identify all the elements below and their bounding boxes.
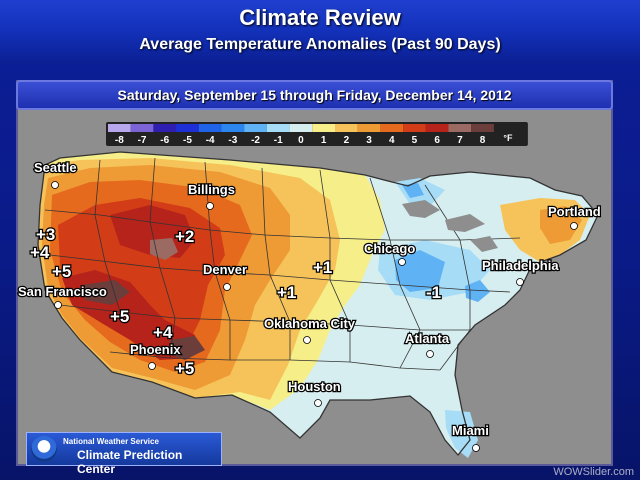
great-lakes bbox=[402, 200, 498, 252]
page-subtitle: Average Temperature Anomalies (Past 90 D… bbox=[139, 36, 501, 53]
legend-swatch bbox=[198, 124, 222, 132]
legend-label: -7 bbox=[138, 135, 147, 146]
city-label-denver: Denver bbox=[203, 262, 247, 277]
anomaly-label-plus-4-west: +4 bbox=[30, 243, 50, 262]
legend-label: -3 bbox=[228, 135, 237, 146]
city-label-chicago: Chicago bbox=[364, 241, 415, 256]
zone-florida bbox=[445, 410, 478, 458]
city-label-oklahoma-city: Oklahoma City bbox=[264, 316, 356, 331]
title-bar: Climate Review Average Temperature Anoma… bbox=[0, 0, 640, 64]
zone-minus-2-b bbox=[465, 280, 490, 302]
anomaly-label-plus-2: +2 bbox=[175, 227, 194, 246]
legend-swatch bbox=[108, 124, 131, 132]
city-marker-oklahoma-city bbox=[303, 336, 311, 344]
city-label-phoenix: Phoenix bbox=[130, 342, 181, 357]
legend-swatch bbox=[403, 124, 426, 132]
legend-label: 1 bbox=[321, 135, 327, 146]
city-label-seattle: Seattle bbox=[34, 160, 77, 175]
city-label-portland: Portland bbox=[548, 204, 601, 219]
watermark: WOWSlider.com bbox=[553, 466, 634, 478]
legend-label: -5 bbox=[183, 135, 192, 146]
zone-minus-2-a bbox=[395, 250, 445, 292]
legend-label: 3 bbox=[366, 135, 372, 146]
legend-label: 8 bbox=[480, 135, 486, 146]
city-marker-billings bbox=[206, 202, 214, 210]
legend-swatch bbox=[244, 124, 267, 132]
zone-northeast-plus-3 bbox=[540, 206, 582, 244]
city-marker-seattle bbox=[51, 181, 59, 189]
page-title: Climate Review bbox=[239, 5, 401, 30]
city-labels: Seattle Billings Portland Chicago Philad… bbox=[17, 159, 602, 440]
date-range: Saturday, September 15 through Friday, D… bbox=[117, 87, 512, 103]
legend-swatch bbox=[130, 124, 154, 132]
anomaly-label-plus-5-central: +5 bbox=[110, 307, 129, 326]
legend-swatch bbox=[221, 124, 245, 132]
legend-swatch bbox=[448, 124, 472, 132]
legend-label: 4 bbox=[389, 135, 395, 146]
city-marker-phoenix bbox=[148, 362, 156, 370]
anomaly-labels: +3 +4 +5 +2 +1 +1 +5 +4 +5 -1 bbox=[29, 224, 443, 380]
anomaly-label-plus-3: +3 bbox=[36, 225, 55, 244]
legend-label: -6 bbox=[160, 135, 169, 146]
anomaly-label-plus-5-south: +5 bbox=[175, 359, 194, 378]
city-marker-atlanta bbox=[426, 350, 434, 358]
legend-swatch bbox=[471, 124, 494, 132]
state-borders bbox=[37, 151, 599, 457]
legend-swatch bbox=[380, 124, 404, 132]
legend-label: 5 bbox=[412, 135, 418, 146]
anomaly-label-plus-1-south: +1 bbox=[277, 283, 296, 302]
city-marker-houston bbox=[314, 399, 322, 407]
agency-name: National Weather Service bbox=[63, 437, 159, 446]
city-marker-portland bbox=[570, 222, 578, 230]
city-label-atlanta: Atlanta bbox=[405, 331, 450, 346]
city-label-philadelphia: Philadelphia bbox=[482, 258, 559, 273]
legend-swatch bbox=[357, 124, 381, 132]
legend-label: -4 bbox=[206, 135, 215, 146]
city-marker-san-francisco bbox=[54, 301, 62, 309]
date-range-bar: Saturday, September 15 through Friday, D… bbox=[16, 80, 613, 110]
anomaly-label-minus-1: -1 bbox=[426, 283, 441, 302]
legend-unit: °F bbox=[503, 133, 513, 143]
legend-label: 7 bbox=[457, 135, 463, 146]
legend-label: -1 bbox=[274, 135, 283, 146]
city-label-san-francisco: San Francisco bbox=[18, 284, 107, 299]
city-marker-miami bbox=[472, 444, 480, 452]
legend-label: -2 bbox=[251, 135, 260, 146]
legend-swatch bbox=[289, 124, 313, 132]
city-markers bbox=[51, 181, 578, 452]
legend-label: -8 bbox=[115, 135, 124, 146]
legend-swatch bbox=[425, 124, 449, 132]
city-label-miami: Miami bbox=[452, 423, 489, 438]
legend-swatch bbox=[153, 124, 177, 132]
legend: -8 -7 -6 -5 -4 -3 -2 -1 0 1 2 3 4 5 6 7 8 °F bbox=[106, 122, 528, 146]
noaa-logo-icon bbox=[31, 436, 57, 462]
anomaly-label-plus-4-south: +4 bbox=[153, 323, 173, 342]
city-marker-philadelphia bbox=[516, 278, 524, 286]
anomaly-label-plus-5-west: +5 bbox=[52, 262, 71, 281]
legend-swatch bbox=[176, 124, 199, 132]
zone-plus-8-b bbox=[168, 336, 205, 360]
zone-minus-2-c bbox=[402, 183, 424, 198]
agency-center: Climate Prediction Center bbox=[77, 448, 183, 476]
legend-swatch bbox=[266, 124, 290, 132]
anomaly-label-plus-1-north: +1 bbox=[313, 258, 332, 277]
legend-swatch bbox=[335, 124, 358, 132]
city-marker-denver bbox=[223, 283, 231, 291]
temperature-anomaly-zones bbox=[38, 152, 598, 458]
legend-label: 0 bbox=[298, 135, 304, 146]
zone-plus-8-a bbox=[82, 280, 130, 305]
city-marker-chicago bbox=[398, 258, 406, 266]
legend-label: 6 bbox=[434, 135, 440, 146]
legend-swatch bbox=[312, 124, 335, 132]
agency-badge: National Weather Service Climate Predict… bbox=[26, 432, 222, 476]
city-label-billings: Billings bbox=[188, 182, 235, 197]
legend-label: 2 bbox=[344, 135, 350, 146]
city-label-houston: Houston bbox=[288, 379, 341, 394]
